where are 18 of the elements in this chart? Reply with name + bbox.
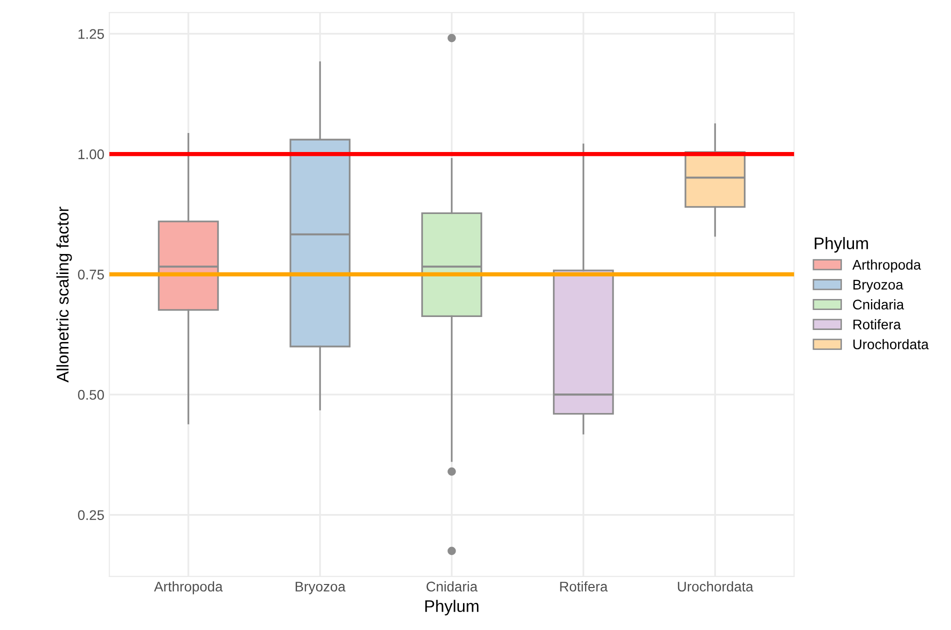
x-tick-label: Bryozoa [296, 582, 346, 594]
legend-label: Arthropoda [852, 260, 922, 272]
legend-label: Rotifera [853, 319, 901, 330]
legend-label: Urochordata [853, 339, 929, 350]
y-tick-label: 0.50 [78, 390, 104, 400]
x-tick-label: Urochordata [678, 581, 754, 592]
y-tick-label: 0.25 [78, 510, 104, 520]
legend-label: Bryozoa [853, 280, 904, 292]
y-tick-label: 1.25 [78, 29, 104, 39]
x-axis-title: Phylum [425, 600, 478, 616]
legend-title: Phylum [814, 237, 868, 253]
x-tick-label: Rotifera [560, 581, 608, 592]
legend-label: Cnidaria [853, 299, 904, 310]
x-tick-label: Arthropoda [154, 581, 223, 594]
y-tick-label: 1.00 [78, 149, 104, 160]
y-axis-title: Allometric scaling factor [56, 206, 72, 382]
y-tick-label: 0.75 [78, 270, 104, 280]
x-tick-label: Cnidaria [426, 581, 478, 592]
